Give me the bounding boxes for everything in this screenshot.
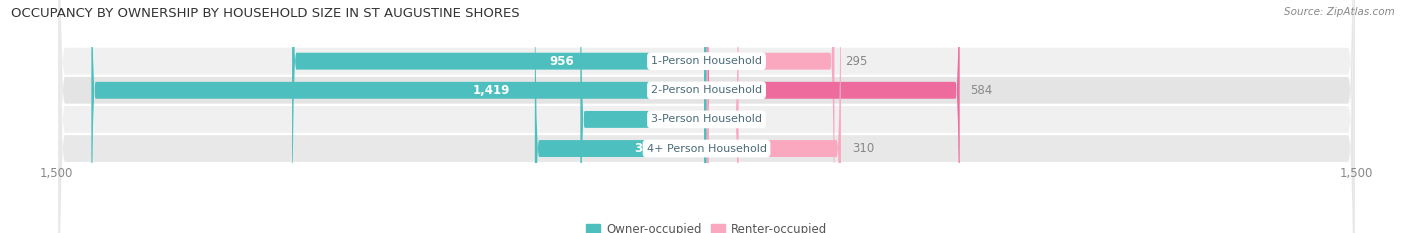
Text: 291: 291 [650, 113, 675, 126]
FancyBboxPatch shape [581, 0, 707, 233]
Text: 3-Person Household: 3-Person Household [651, 114, 762, 124]
Text: 295: 295 [845, 55, 868, 68]
FancyBboxPatch shape [707, 0, 738, 233]
Text: 584: 584 [970, 84, 993, 97]
FancyBboxPatch shape [59, 0, 1354, 233]
FancyBboxPatch shape [91, 0, 707, 233]
Text: 1,419: 1,419 [472, 84, 510, 97]
Text: 310: 310 [852, 142, 875, 155]
FancyBboxPatch shape [59, 0, 1354, 233]
FancyBboxPatch shape [707, 0, 834, 233]
Text: 4+ Person Household: 4+ Person Household [647, 144, 766, 154]
FancyBboxPatch shape [59, 0, 1354, 233]
Text: 74: 74 [749, 113, 765, 126]
FancyBboxPatch shape [707, 0, 841, 233]
Text: 396: 396 [634, 142, 659, 155]
Text: 1-Person Household: 1-Person Household [651, 56, 762, 66]
FancyBboxPatch shape [707, 0, 960, 233]
Legend: Owner-occupied, Renter-occupied: Owner-occupied, Renter-occupied [581, 219, 832, 233]
Text: OCCUPANCY BY OWNERSHIP BY HOUSEHOLD SIZE IN ST AUGUSTINE SHORES: OCCUPANCY BY OWNERSHIP BY HOUSEHOLD SIZE… [11, 7, 520, 20]
FancyBboxPatch shape [292, 0, 707, 233]
Text: Source: ZipAtlas.com: Source: ZipAtlas.com [1284, 7, 1395, 17]
FancyBboxPatch shape [534, 0, 707, 233]
FancyBboxPatch shape [59, 0, 1354, 233]
Text: 956: 956 [550, 55, 574, 68]
Text: 2-Person Household: 2-Person Household [651, 85, 762, 95]
